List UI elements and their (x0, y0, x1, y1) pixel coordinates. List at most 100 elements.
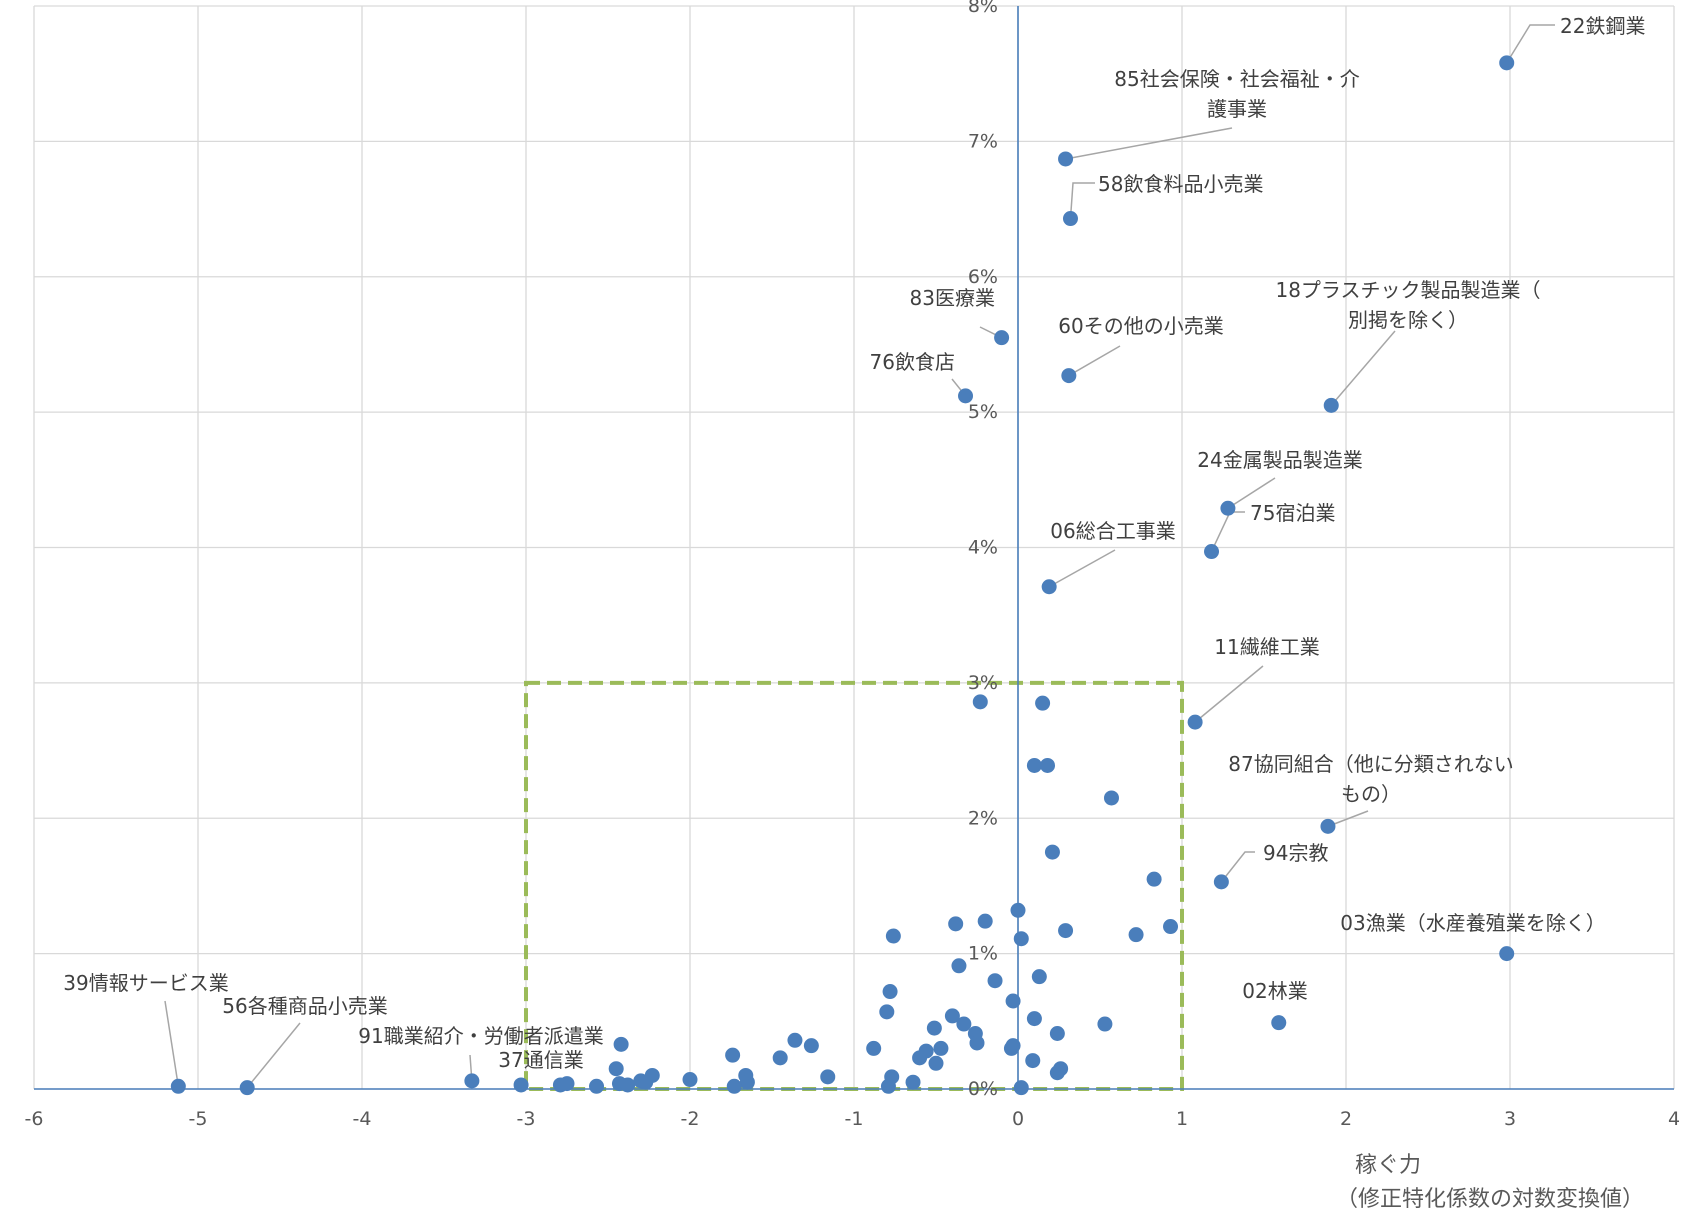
data-point (880, 1078, 896, 1094)
point-label: 85社会保険・社会福祉・介護事業 (1114, 67, 1359, 121)
data-point (613, 1036, 629, 1052)
data-point (608, 1061, 624, 1077)
data-point (912, 1050, 928, 1066)
data-point (170, 1078, 186, 1094)
point-label: 22鉄鋼業 (1560, 14, 1645, 38)
label-leader-line (1506, 24, 1555, 64)
data-point (1049, 1065, 1065, 1081)
data-point (1026, 757, 1042, 773)
data-point (1323, 397, 1339, 413)
point-label: 75宿泊業 (1250, 501, 1335, 525)
point-label: 11繊維工業 (1214, 635, 1319, 659)
y-tick-label: 3% (968, 672, 998, 694)
data-point (1049, 1025, 1065, 1041)
data-point (1058, 923, 1074, 939)
point-label: 39情報サービス業 (63, 971, 228, 995)
data-point (1010, 902, 1026, 918)
point-label: 03漁業（水産養殖業を除く） (1340, 911, 1605, 935)
data-point (1103, 790, 1119, 806)
point-labels: 22鉄鋼業 85社会保険・社会福祉・介護事業 58飲食料品小売業 83医療業 76飲食店… (63, 14, 1645, 1072)
x-tick-label: -4 (353, 1108, 372, 1130)
data-point (1035, 695, 1051, 711)
data-point (239, 1080, 255, 1096)
data-point (885, 928, 901, 944)
y-tick-label: 5% (968, 401, 998, 423)
x-tick-label: -1 (845, 1108, 864, 1130)
data-point (803, 1038, 819, 1054)
data-point (1031, 969, 1047, 985)
point-label: 02林業 (1242, 979, 1307, 1003)
data-point (944, 1008, 960, 1024)
point-label: 83医療業 (910, 286, 995, 310)
data-point (926, 1020, 942, 1036)
tick-labels: -6 -5 -4 -3 -2 -1 0 1 2 3 4 0% 1% 2% 3% 4% 5% 6% 7% 8% (25, 0, 1681, 1130)
point-label: 37通信業 (498, 1048, 583, 1072)
data-point (994, 330, 1010, 346)
data-point (1499, 55, 1515, 71)
data-point (866, 1040, 882, 1056)
x-tick-label: -2 (681, 1108, 700, 1130)
y-tick-label: 7% (968, 130, 998, 152)
x-tick-label: 2 (1340, 1108, 1352, 1130)
data-point (820, 1069, 836, 1085)
y-tick-label: 4% (968, 537, 998, 559)
data-point (1061, 368, 1077, 384)
label-leader-line (1065, 127, 1233, 160)
y-tick-label: 6% (968, 266, 998, 288)
data-point (1003, 1040, 1019, 1056)
data-point (1058, 151, 1074, 167)
data-point (787, 1032, 803, 1048)
data-point (1062, 211, 1078, 227)
data-point (1320, 818, 1336, 834)
x-axis-label: 稼ぐ力 (1355, 1153, 1421, 1178)
data-point (1220, 500, 1236, 516)
x-tick-label: 4 (1668, 1108, 1680, 1130)
data-point (1040, 757, 1056, 773)
data-points (170, 55, 1515, 1096)
data-point (1044, 844, 1060, 860)
data-point (977, 913, 993, 929)
point-label: 87協同組合（他に分類されないもの） (1228, 752, 1513, 806)
y-tick-label: 1% (968, 943, 998, 965)
data-point (956, 1016, 972, 1032)
point-label: 91職業紹介・労働者派遣業 (358, 1024, 603, 1048)
point-label: 06総合工事業 (1050, 519, 1175, 543)
data-point (1187, 714, 1203, 730)
label-leader-line (1068, 345, 1121, 377)
data-point (1005, 993, 1021, 1009)
data-point (552, 1077, 568, 1093)
data-point (772, 1050, 788, 1066)
label-leader-line (164, 1000, 180, 1087)
data-point (1013, 931, 1029, 947)
x-tick-label: -5 (189, 1108, 208, 1130)
label-leader-line (1330, 330, 1396, 406)
data-point (987, 973, 1003, 989)
y-tick-label: 0% (968, 1078, 998, 1100)
x-tick-label: -3 (517, 1108, 536, 1130)
data-point (726, 1078, 742, 1094)
label-leader-line (1048, 549, 1116, 588)
y-tick-label: 8% (968, 0, 998, 17)
data-point (928, 1055, 944, 1071)
data-point (1204, 544, 1220, 560)
x-axis-label-sub: （修正特化係数の対数変換値） (1336, 1187, 1644, 1212)
point-label: 60その他の小売業 (1058, 314, 1223, 338)
x-tick-label: 3 (1504, 1108, 1516, 1130)
point-label: 56各種商品小売業 (222, 994, 387, 1018)
data-point (589, 1078, 605, 1094)
data-point (638, 1074, 654, 1090)
data-point (933, 1040, 949, 1056)
data-point (682, 1072, 698, 1088)
data-point (879, 1004, 895, 1020)
data-point (972, 694, 988, 710)
data-point (1213, 874, 1229, 890)
label-leader-line (1227, 477, 1276, 509)
data-point (1163, 919, 1179, 935)
data-point (1499, 946, 1515, 962)
x-tick-label: 1 (1176, 1108, 1188, 1130)
label-leader-line (1194, 665, 1264, 723)
data-point (1097, 1016, 1113, 1032)
data-point (1026, 1011, 1042, 1027)
data-point (1013, 1080, 1029, 1096)
